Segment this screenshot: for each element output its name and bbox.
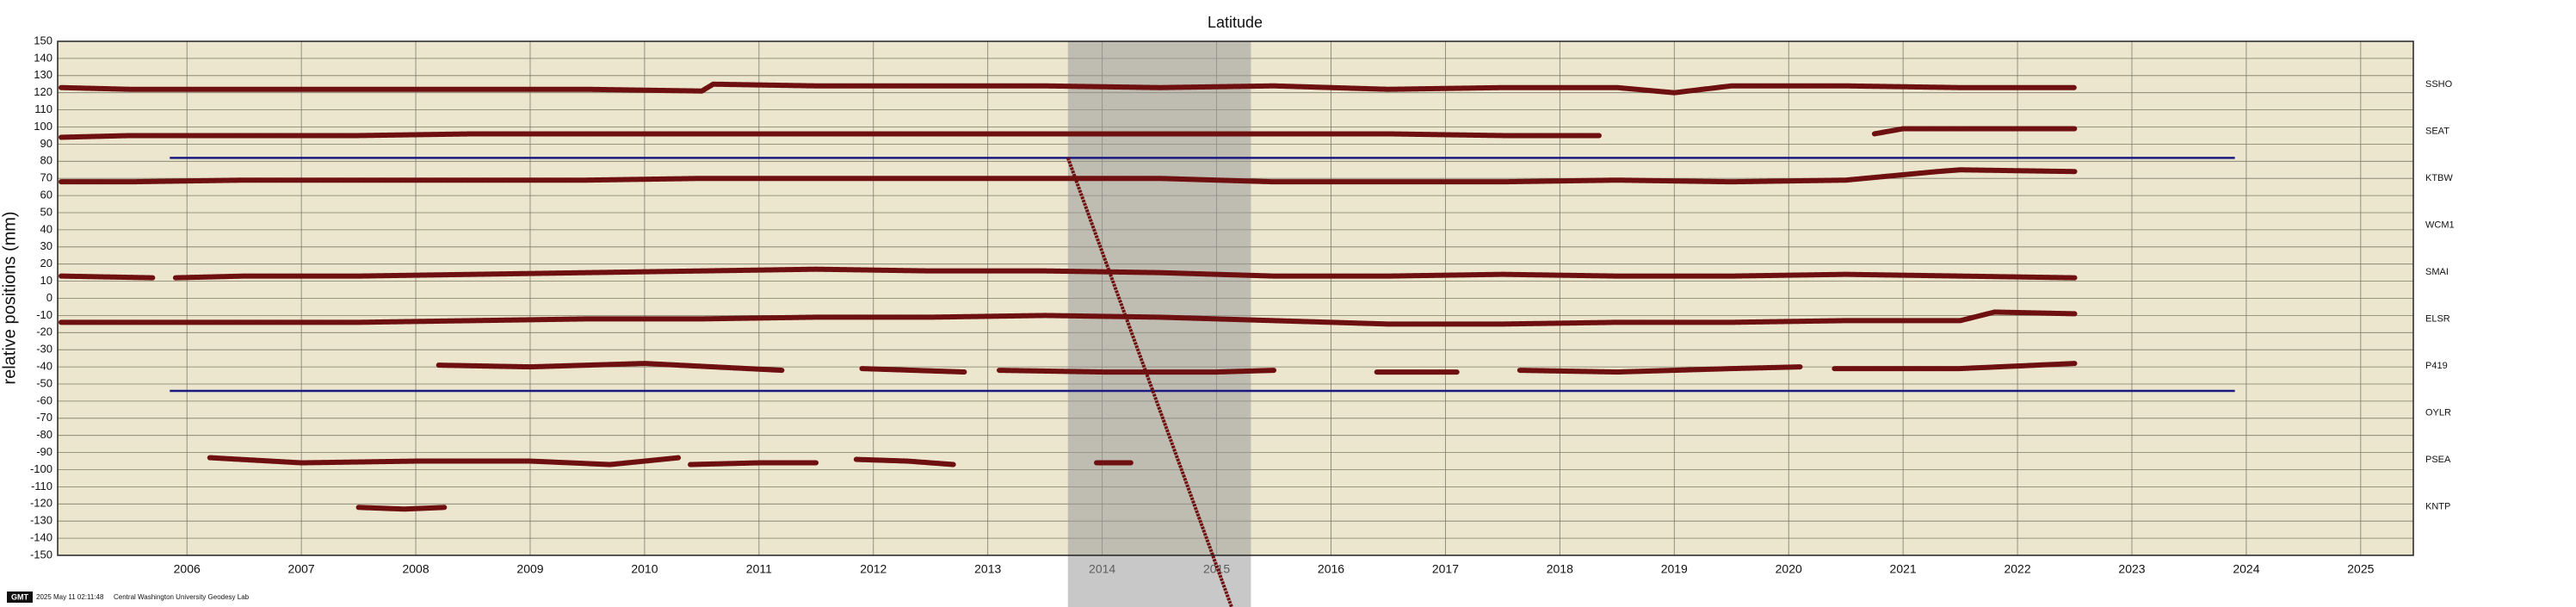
y-tick-label: -130 <box>30 514 53 527</box>
x-tick-label: 2017 <box>1432 562 1459 576</box>
shaded-band <box>1067 41 1251 607</box>
station-series <box>58 81 2078 96</box>
y-tick-label: -140 <box>30 531 53 544</box>
y-axis-label: relative positions (mm) <box>0 211 19 384</box>
station-label: WCM1 <box>2425 220 2455 230</box>
y-tick-label: 90 <box>40 137 53 150</box>
x-tick-label: 2023 <box>2118 562 2145 576</box>
y-tick-label: 0 <box>46 291 53 304</box>
y-tick-label: 70 <box>40 171 53 184</box>
y-tick-label: 120 <box>34 85 53 98</box>
x-tick-label: 2020 <box>1776 562 1802 576</box>
x-tick-label: 2016 <box>1318 562 1344 576</box>
y-tick-label: -60 <box>36 393 53 406</box>
x-tick-label: 2012 <box>860 562 886 576</box>
y-tick-label: 140 <box>34 51 53 64</box>
station-series <box>58 309 2078 327</box>
y-tick-label: -10 <box>36 308 53 321</box>
y-tick-label: -40 <box>36 360 53 373</box>
y-tick-label: 60 <box>40 189 53 201</box>
x-tick-label: 2025 <box>2347 562 2374 576</box>
x-tick-label: 2009 <box>516 562 543 576</box>
station-label: KTBW <box>2425 173 2453 183</box>
y-tick-label: -50 <box>36 376 53 389</box>
y-tick-label: -150 <box>30 548 53 561</box>
station-label: SSHO <box>2425 79 2453 90</box>
y-tick-label: -70 <box>36 411 53 424</box>
x-tick-label: 2022 <box>2004 562 2030 576</box>
x-tick-label: 2019 <box>1661 562 1688 576</box>
y-tick-label: -110 <box>31 480 53 492</box>
station-series <box>355 505 448 512</box>
station-label: SEAT <box>2425 126 2449 136</box>
x-tick-label: 2010 <box>631 562 658 576</box>
station-series <box>58 266 2078 281</box>
gmt-logo-box <box>7 592 33 603</box>
timestamp: 2025 May 11 02:11:48 <box>36 593 104 601</box>
y-tick-label: 40 <box>40 222 53 235</box>
y-tick-label: -120 <box>30 497 53 510</box>
y-tick-label: 20 <box>40 257 53 269</box>
y-tick-label: 110 <box>34 102 53 115</box>
y-tick-label: 130 <box>34 68 53 81</box>
y-tick-label: -80 <box>36 428 53 441</box>
plot-frame <box>57 40 2414 556</box>
y-tick-label: 30 <box>40 239 53 252</box>
station-series <box>207 455 1134 468</box>
x-tick-label: 2006 <box>174 562 201 576</box>
trend-line <box>1066 157 1233 607</box>
station-series <box>58 126 2078 140</box>
x-tick-label: 2008 <box>402 562 429 576</box>
x-tick-label: 2021 <box>1890 562 1917 576</box>
y-tick-label: -90 <box>36 445 53 458</box>
y-tick-label: 150 <box>34 34 53 46</box>
station-label: OYLR <box>2425 407 2451 418</box>
x-tick-label: 2018 <box>1547 562 1573 576</box>
station-label: PSEA <box>2425 455 2451 465</box>
y-tick-label: 100 <box>34 120 53 133</box>
credit: Central Washington University Geodesy La… <box>114 593 250 601</box>
chart-title: Latitude <box>1208 14 1263 31</box>
x-tick-label: 2007 <box>288 562 315 576</box>
station-label: ELSR <box>2425 313 2450 324</box>
station-label: P419 <box>2425 361 2448 371</box>
y-tick-label: 80 <box>40 154 53 167</box>
y-tick-label: 50 <box>40 205 53 218</box>
station-label: SMAI <box>2425 267 2449 277</box>
x-tick-label: 2011 <box>746 562 772 576</box>
y-tick-label: -20 <box>36 325 53 338</box>
x-tick-label: 2024 <box>2233 562 2259 576</box>
y-tick-label: -30 <box>36 343 53 356</box>
y-tick-label: 10 <box>40 274 53 287</box>
x-tick-label: 2013 <box>974 562 1001 576</box>
station-series <box>436 361 2078 375</box>
y-tick-label: -100 <box>30 462 53 475</box>
station-series <box>58 167 2078 185</box>
gmt-logo: GMT <box>11 592 28 601</box>
station-label: KNTP <box>2425 501 2450 511</box>
